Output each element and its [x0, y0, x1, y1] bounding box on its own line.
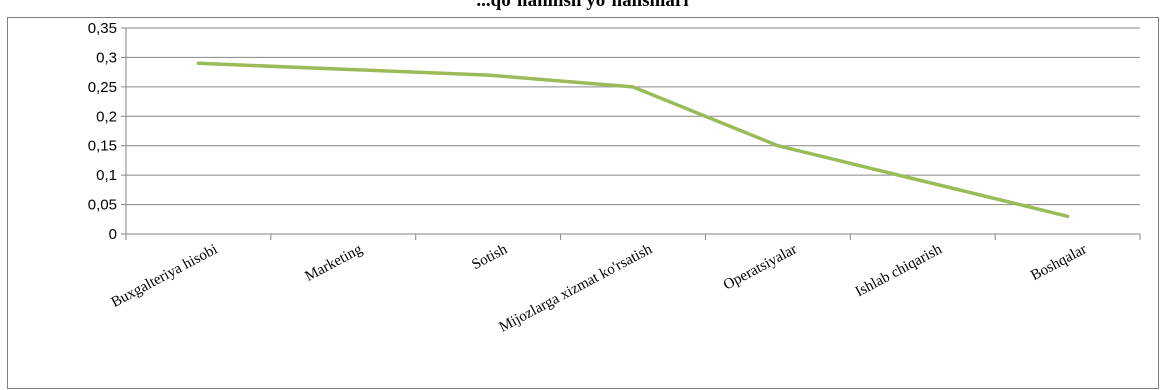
x-tick-label: Buxgalteriya hisobi [109, 241, 221, 310]
data-point [196, 61, 200, 65]
x-tick-label: Boshqalar [1028, 241, 1089, 284]
data-point [341, 67, 345, 71]
chart-frame [7, 17, 1159, 389]
data-point [486, 73, 490, 77]
data-point [631, 85, 635, 89]
y-tick-label: 0,1 [96, 167, 117, 184]
data-point [1066, 214, 1070, 218]
y-tick-label: 0,05 [88, 197, 117, 214]
x-tick-labels: Buxgalteriya hisobi Marketing SotishMijozl… [109, 241, 1090, 336]
gridlines [126, 27, 1140, 206]
axes [121, 27, 1141, 240]
x-tick-label: Operatsiyalar [721, 241, 800, 293]
x-tick-label: Sotish [469, 241, 510, 273]
chart-title: ...qoʻllanilish yoʻnalishlari [476, 0, 689, 11]
y-tick-label: 0 [109, 226, 117, 243]
y-tick-label: 0,15 [88, 138, 117, 155]
data-series [196, 61, 1070, 219]
y-tick-label: 0,3 [96, 49, 117, 66]
x-tick-label: Mijozlarga xizmat ko'rsatish [497, 241, 656, 336]
x-tick-label: Ishlab chiqarish [853, 241, 945, 300]
y-tick-label: 0,25 [88, 79, 117, 96]
y-tick-label: 0,35 [88, 20, 117, 37]
data-point [921, 179, 925, 183]
y-tick-labels: 0 0,05 0,1 0,15 0,2 0,25 0,3 0,35 [88, 20, 117, 243]
y-tick-label: 0,2 [96, 108, 117, 125]
data-point [776, 144, 780, 148]
x-tick-label: Marketing [302, 241, 365, 285]
